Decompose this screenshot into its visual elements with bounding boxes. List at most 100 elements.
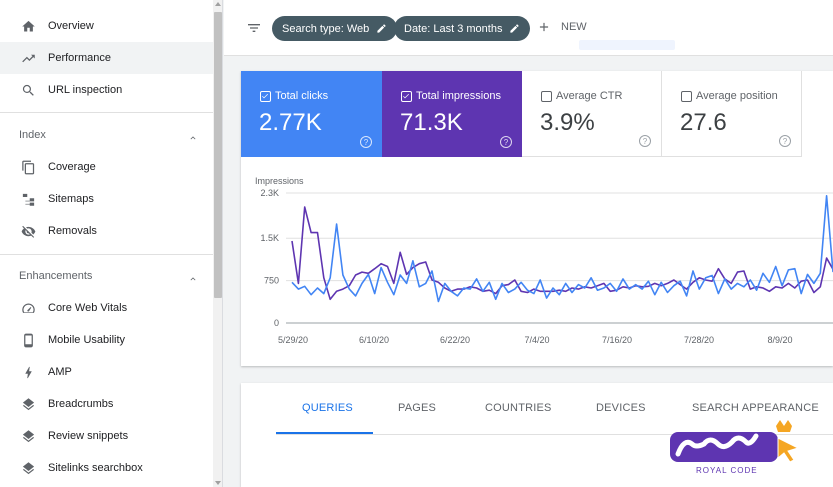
scroll-down-arrow-icon[interactable] [215, 481, 221, 485]
y-tick-label: 750 [264, 276, 279, 286]
new-label: NEW [561, 21, 587, 33]
sidebar-item-overview[interactable]: Overview [0, 10, 213, 42]
dimension-tabs-panel: QUERIES PAGES COUNTRIES DEVICES SEARCH A… [241, 383, 833, 487]
metric-total-clicks[interactable]: Total clicks 2.77K ? [241, 71, 382, 157]
metric-label: Total impressions [416, 90, 501, 102]
sidebar-item-amp[interactable]: AMP [0, 356, 213, 388]
tab-pages[interactable]: PAGES [398, 402, 437, 414]
metric-average-ctr[interactable]: Average CTR 3.9% ? [522, 71, 662, 157]
scroll-up-arrow-icon[interactable] [215, 2, 221, 6]
metric-label: Total clicks [275, 90, 329, 102]
edit-pencil-icon [376, 23, 387, 34]
filter-icon[interactable] [246, 20, 262, 36]
eye-off-icon [20, 223, 36, 239]
metric-average-position[interactable]: Average position 27.6 ? [662, 71, 802, 157]
plus-icon [537, 20, 551, 34]
edit-pencil-icon [509, 23, 520, 34]
x-tick-label: 7/16/20 [602, 335, 632, 345]
y-tick-label: 0 [274, 318, 279, 328]
metric-label: Average CTR [556, 90, 623, 102]
chart-y-label: Impressions [255, 176, 304, 186]
sidebar: Overview Performance URL inspection Inde… [0, 0, 213, 487]
x-tick-label: 8/9/20 [767, 335, 792, 345]
active-tab-indicator [276, 432, 373, 434]
metric-value: 27.6 [680, 109, 727, 136]
sidebar-item-coverage[interactable]: Coverage [0, 151, 213, 183]
checkbox-unchecked-icon[interactable] [541, 91, 552, 102]
checkbox-checked-icon[interactable] [401, 91, 412, 102]
help-icon[interactable]: ? [360, 136, 372, 148]
speedometer-icon [20, 300, 36, 316]
tab-queries[interactable]: QUERIES [302, 402, 353, 414]
sidebar-item-url-inspection[interactable]: URL inspection [0, 74, 213, 106]
sidebar-item-label: Mobile Usability [48, 334, 126, 346]
sidebar-item-performance[interactable]: Performance [0, 42, 213, 74]
x-tick-label: 6/22/20 [440, 335, 470, 345]
sidebar-divider [0, 112, 213, 113]
royal-code-logo: ROYAL CODE [670, 420, 800, 475]
help-icon[interactable]: ? [639, 135, 651, 147]
chevron-up-icon[interactable] [188, 130, 198, 140]
tabs-divider [276, 434, 833, 435]
metric-value: 3.9% [540, 109, 595, 136]
filter-chip-search-type[interactable]: Search type: Web [272, 16, 398, 41]
chip-label: Date: Last 3 months [404, 22, 503, 35]
new-filter-button[interactable]: NEW [537, 20, 587, 34]
impressions-chart[interactable]: 0 750 1.5K 2.3K 5/29/20 6/10/20 6/22/20 7/4/20 7… [241, 183, 833, 348]
lightning-icon [20, 364, 36, 380]
sidebar-item-label: Review snippets [48, 430, 129, 442]
x-tick-label: 7/28/20 [684, 335, 714, 345]
section-title-enhancements: Enhancements [19, 270, 93, 282]
sidebar-item-label: Overview [48, 20, 94, 32]
metric-total-impressions[interactable]: Total impressions 71.3K ? [382, 71, 522, 157]
tab-countries[interactable]: COUNTRIES [485, 402, 552, 414]
tab-devices[interactable]: DEVICES [596, 402, 646, 414]
checkbox-unchecked-icon[interactable] [681, 91, 692, 102]
filter-chip-date[interactable]: Date: Last 3 months [394, 16, 531, 41]
sidebar-item-label: Sitelinks searchbox [48, 462, 143, 474]
sidebar-item-core-web-vitals[interactable]: Core Web Vitals [0, 292, 213, 324]
sidebar-item-removals[interactable]: Removals [0, 215, 213, 247]
help-icon[interactable]: ? [500, 136, 512, 148]
y-tick-label: 2.3K [260, 188, 279, 198]
sidebar-item-review-snippets[interactable]: Review snippets [0, 420, 213, 452]
chip-label: Search type: Web [282, 22, 370, 35]
sidebar-item-mobile-usability[interactable]: Mobile Usability [0, 324, 213, 356]
x-tick-label: 6/10/20 [359, 335, 389, 345]
sidebar-item-label: Sitemaps [48, 193, 94, 205]
scrollbar-thumb[interactable] [214, 12, 222, 298]
layers-icon [20, 460, 36, 476]
series-line-impressions [291, 206, 833, 301]
sidebar-item-breadcrumbs[interactable]: Breadcrumbs [0, 388, 213, 420]
layers-icon [20, 396, 36, 412]
checkbox-checked-icon[interactable] [260, 91, 271, 102]
search-icon [20, 82, 36, 98]
x-tick-label: 7/4/20 [524, 335, 549, 345]
sidebar-item-label: AMP [48, 366, 72, 378]
sitemap-icon [20, 191, 36, 207]
logo-text: ROYAL CODE [696, 466, 758, 475]
sidebar-item-sitemaps[interactable]: Sitemaps [0, 183, 213, 215]
sidebar-item-label: Performance [48, 52, 111, 64]
sidebar-item-label: Removals [48, 225, 97, 237]
section-title-index: Index [19, 129, 46, 141]
sidebar-scrollbar[interactable] [213, 0, 223, 487]
sidebar-item-label: URL inspection [48, 84, 123, 96]
filter-bar: Search type: Web Date: Last 3 months NEW [224, 0, 833, 56]
y-tick-label: 1.5K [260, 233, 279, 243]
x-tick-label: 5/29/20 [278, 335, 308, 345]
metric-value: 71.3K [400, 109, 463, 136]
sidebar-item-label: Core Web Vitals [48, 302, 128, 314]
layers-icon [20, 428, 36, 444]
help-icon[interactable]: ? [779, 135, 791, 147]
sidebar-item-label: Breadcrumbs [48, 398, 114, 410]
home-icon [20, 18, 36, 34]
metric-label: Average position [696, 90, 778, 102]
tab-search-appearance[interactable]: SEARCH APPEARANCE [692, 402, 819, 414]
metric-value: 2.77K [259, 109, 322, 136]
performance-card: Total clicks 2.77K ? Total impressions 7… [241, 71, 833, 366]
sidebar-item-sitelinks-searchbox[interactable]: Sitelinks searchbox [0, 452, 213, 484]
series-line-clicks [291, 195, 833, 303]
phone-icon [20, 332, 36, 348]
chevron-up-icon[interactable] [188, 271, 198, 281]
